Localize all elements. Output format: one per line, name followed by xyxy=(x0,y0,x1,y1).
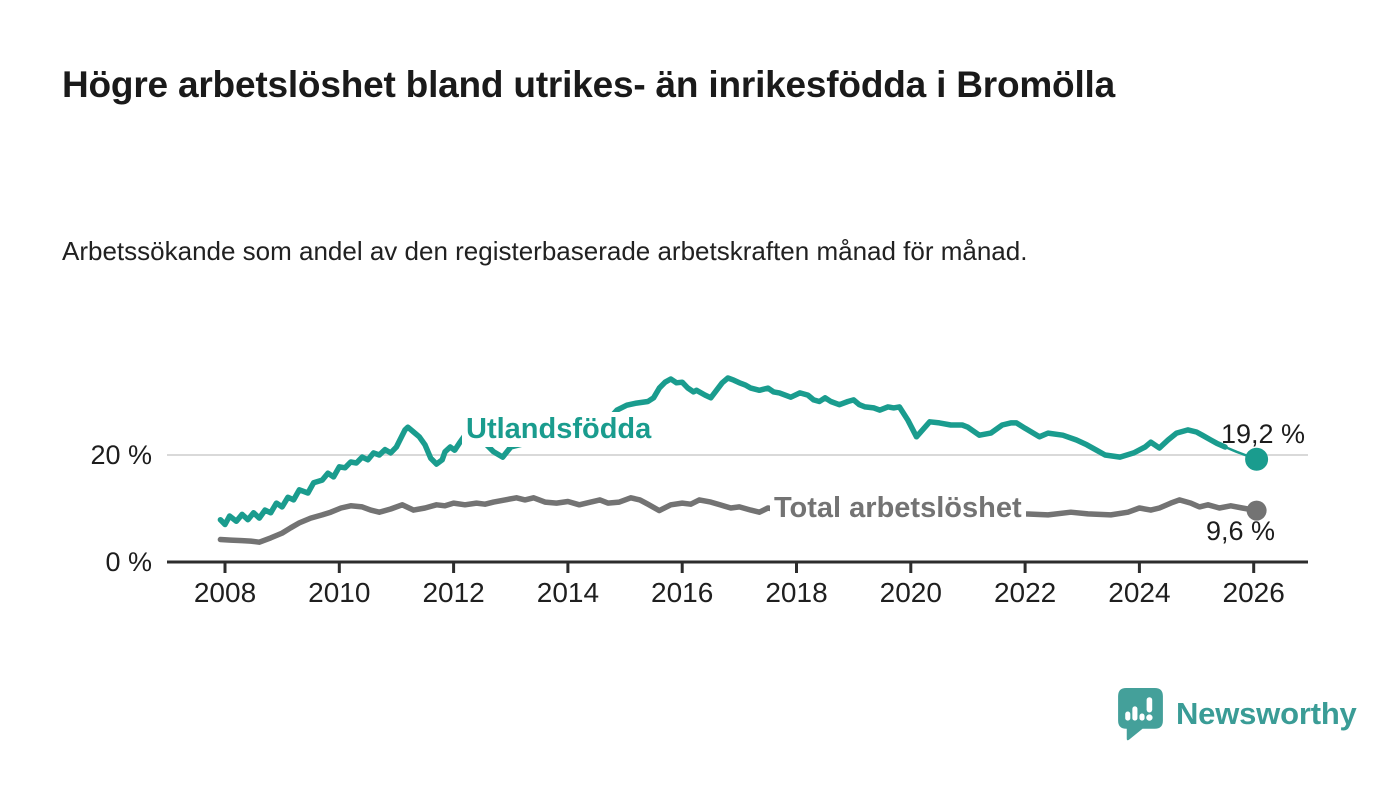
page-title: Högre arbetslöshet bland utrikes- än inr… xyxy=(62,64,1115,105)
end-value-total: 9,6 % xyxy=(1206,516,1276,546)
x-ticks xyxy=(223,562,1256,573)
end-dot-utlandsfodda xyxy=(1245,447,1269,471)
x-tick-label-2026: 2026 xyxy=(1222,577,1285,608)
series-label-utlandsfodda: Utlandsfödda xyxy=(462,412,656,447)
x-tick-label-2016: 2016 xyxy=(651,577,714,608)
end-dot-total xyxy=(1246,500,1267,521)
series-line-utlandsfodda xyxy=(217,375,1228,528)
page-subtitle: Arbetssökande som andel av den registerb… xyxy=(62,236,1028,266)
x-tick-label-2024: 2024 xyxy=(1108,577,1171,608)
series-label-total-arbetsloshet: Total arbetslöshet xyxy=(770,491,1026,526)
x-tick-label-2008: 2008 xyxy=(193,577,257,608)
x-tick-label-2018: 2018 xyxy=(765,577,828,608)
series-line-total xyxy=(217,495,1260,545)
y-tick-label-20: 20 % xyxy=(90,440,152,470)
x-tick-label-2014: 2014 xyxy=(536,577,600,608)
x-tick-label-2020: 2020 xyxy=(879,577,942,608)
newsworthy-logo: Newsworthy xyxy=(1116,686,1357,741)
newsworthy-logo-text: Newsworthy xyxy=(1176,695,1357,731)
x-tick-label-2022: 2022 xyxy=(993,577,1057,608)
end-value-utlandsfodda: 19,2 % xyxy=(1221,419,1306,449)
newsworthy-logo-icon xyxy=(1118,688,1163,741)
x-tick-label-2010: 2010 xyxy=(308,577,371,608)
y-tick-label-0: 0 % xyxy=(105,547,152,577)
x-tick-label-2012: 2012 xyxy=(422,577,485,608)
